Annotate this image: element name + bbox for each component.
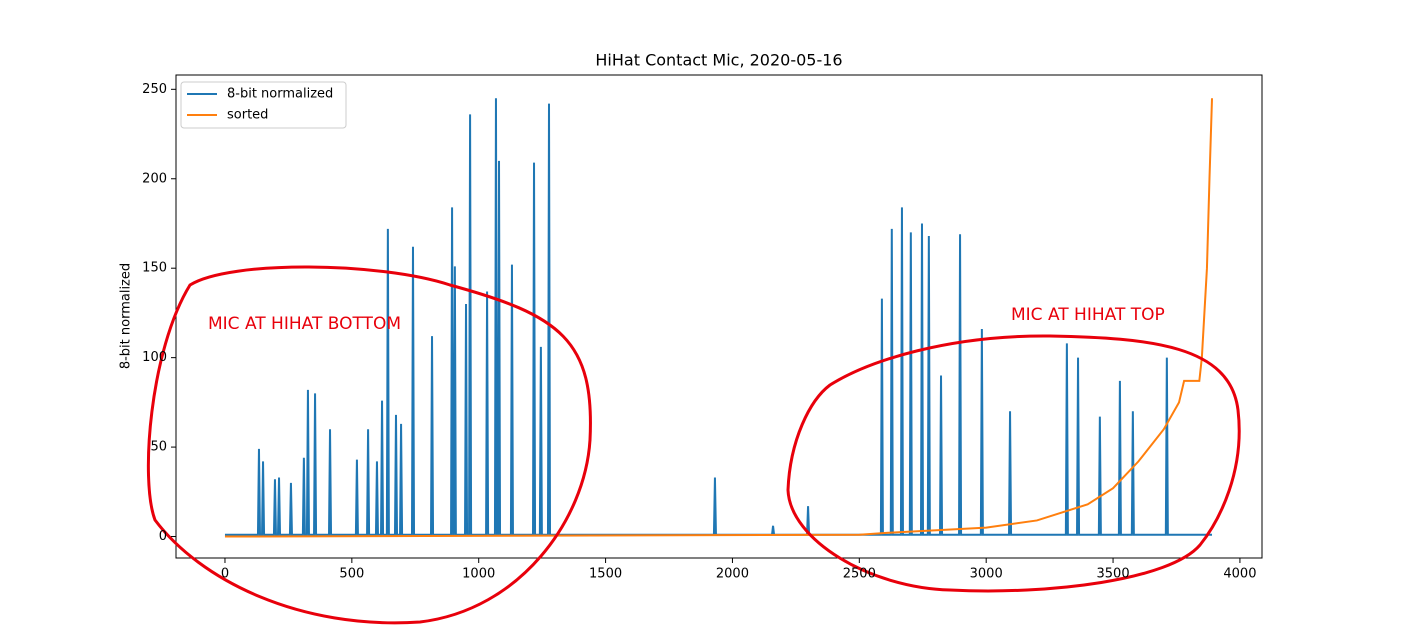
plot-area <box>224 98 1214 538</box>
x-tick-label: 3500 <box>1097 567 1130 582</box>
data-line <box>224 98 1214 538</box>
legend-label: 8-bit normalized <box>227 87 333 102</box>
chart-title: HiHat Contact Mic, 2020-05-16 <box>595 51 842 70</box>
x-tick-label: 3000 <box>970 567 1003 582</box>
annotation-text: MIC AT HIHAT BOTTOM <box>208 314 401 334</box>
legend-label: sorted <box>227 108 268 123</box>
y-axis-label: 8-bit normalized <box>119 263 134 369</box>
data-line <box>224 98 1213 536</box>
x-tick-label: 2000 <box>716 567 749 582</box>
legend-box <box>180 81 347 129</box>
y-tick-label: 0 <box>159 529 167 544</box>
x-tick-label: 1000 <box>462 567 495 582</box>
y-tick-label: 100 <box>142 350 167 365</box>
x-tick-label: 4000 <box>1223 567 1256 582</box>
annotation-circle <box>146 265 592 625</box>
legend: 8-bit normalized sorted <box>180 81 347 129</box>
y-tick-label: 150 <box>142 261 167 276</box>
y-tick-label: 250 <box>142 82 167 97</box>
x-tick-label: 2500 <box>843 567 876 582</box>
x-tick-label: 0 <box>221 567 229 582</box>
x-tick-label: 500 <box>339 567 364 582</box>
x-tick-label: 1500 <box>589 567 622 582</box>
y-tick-label: 200 <box>142 171 167 186</box>
annotation-circle <box>786 334 1241 593</box>
y-tick-label: 50 <box>150 440 167 455</box>
annotation-text: MIC AT HIHAT TOP <box>1011 305 1165 325</box>
